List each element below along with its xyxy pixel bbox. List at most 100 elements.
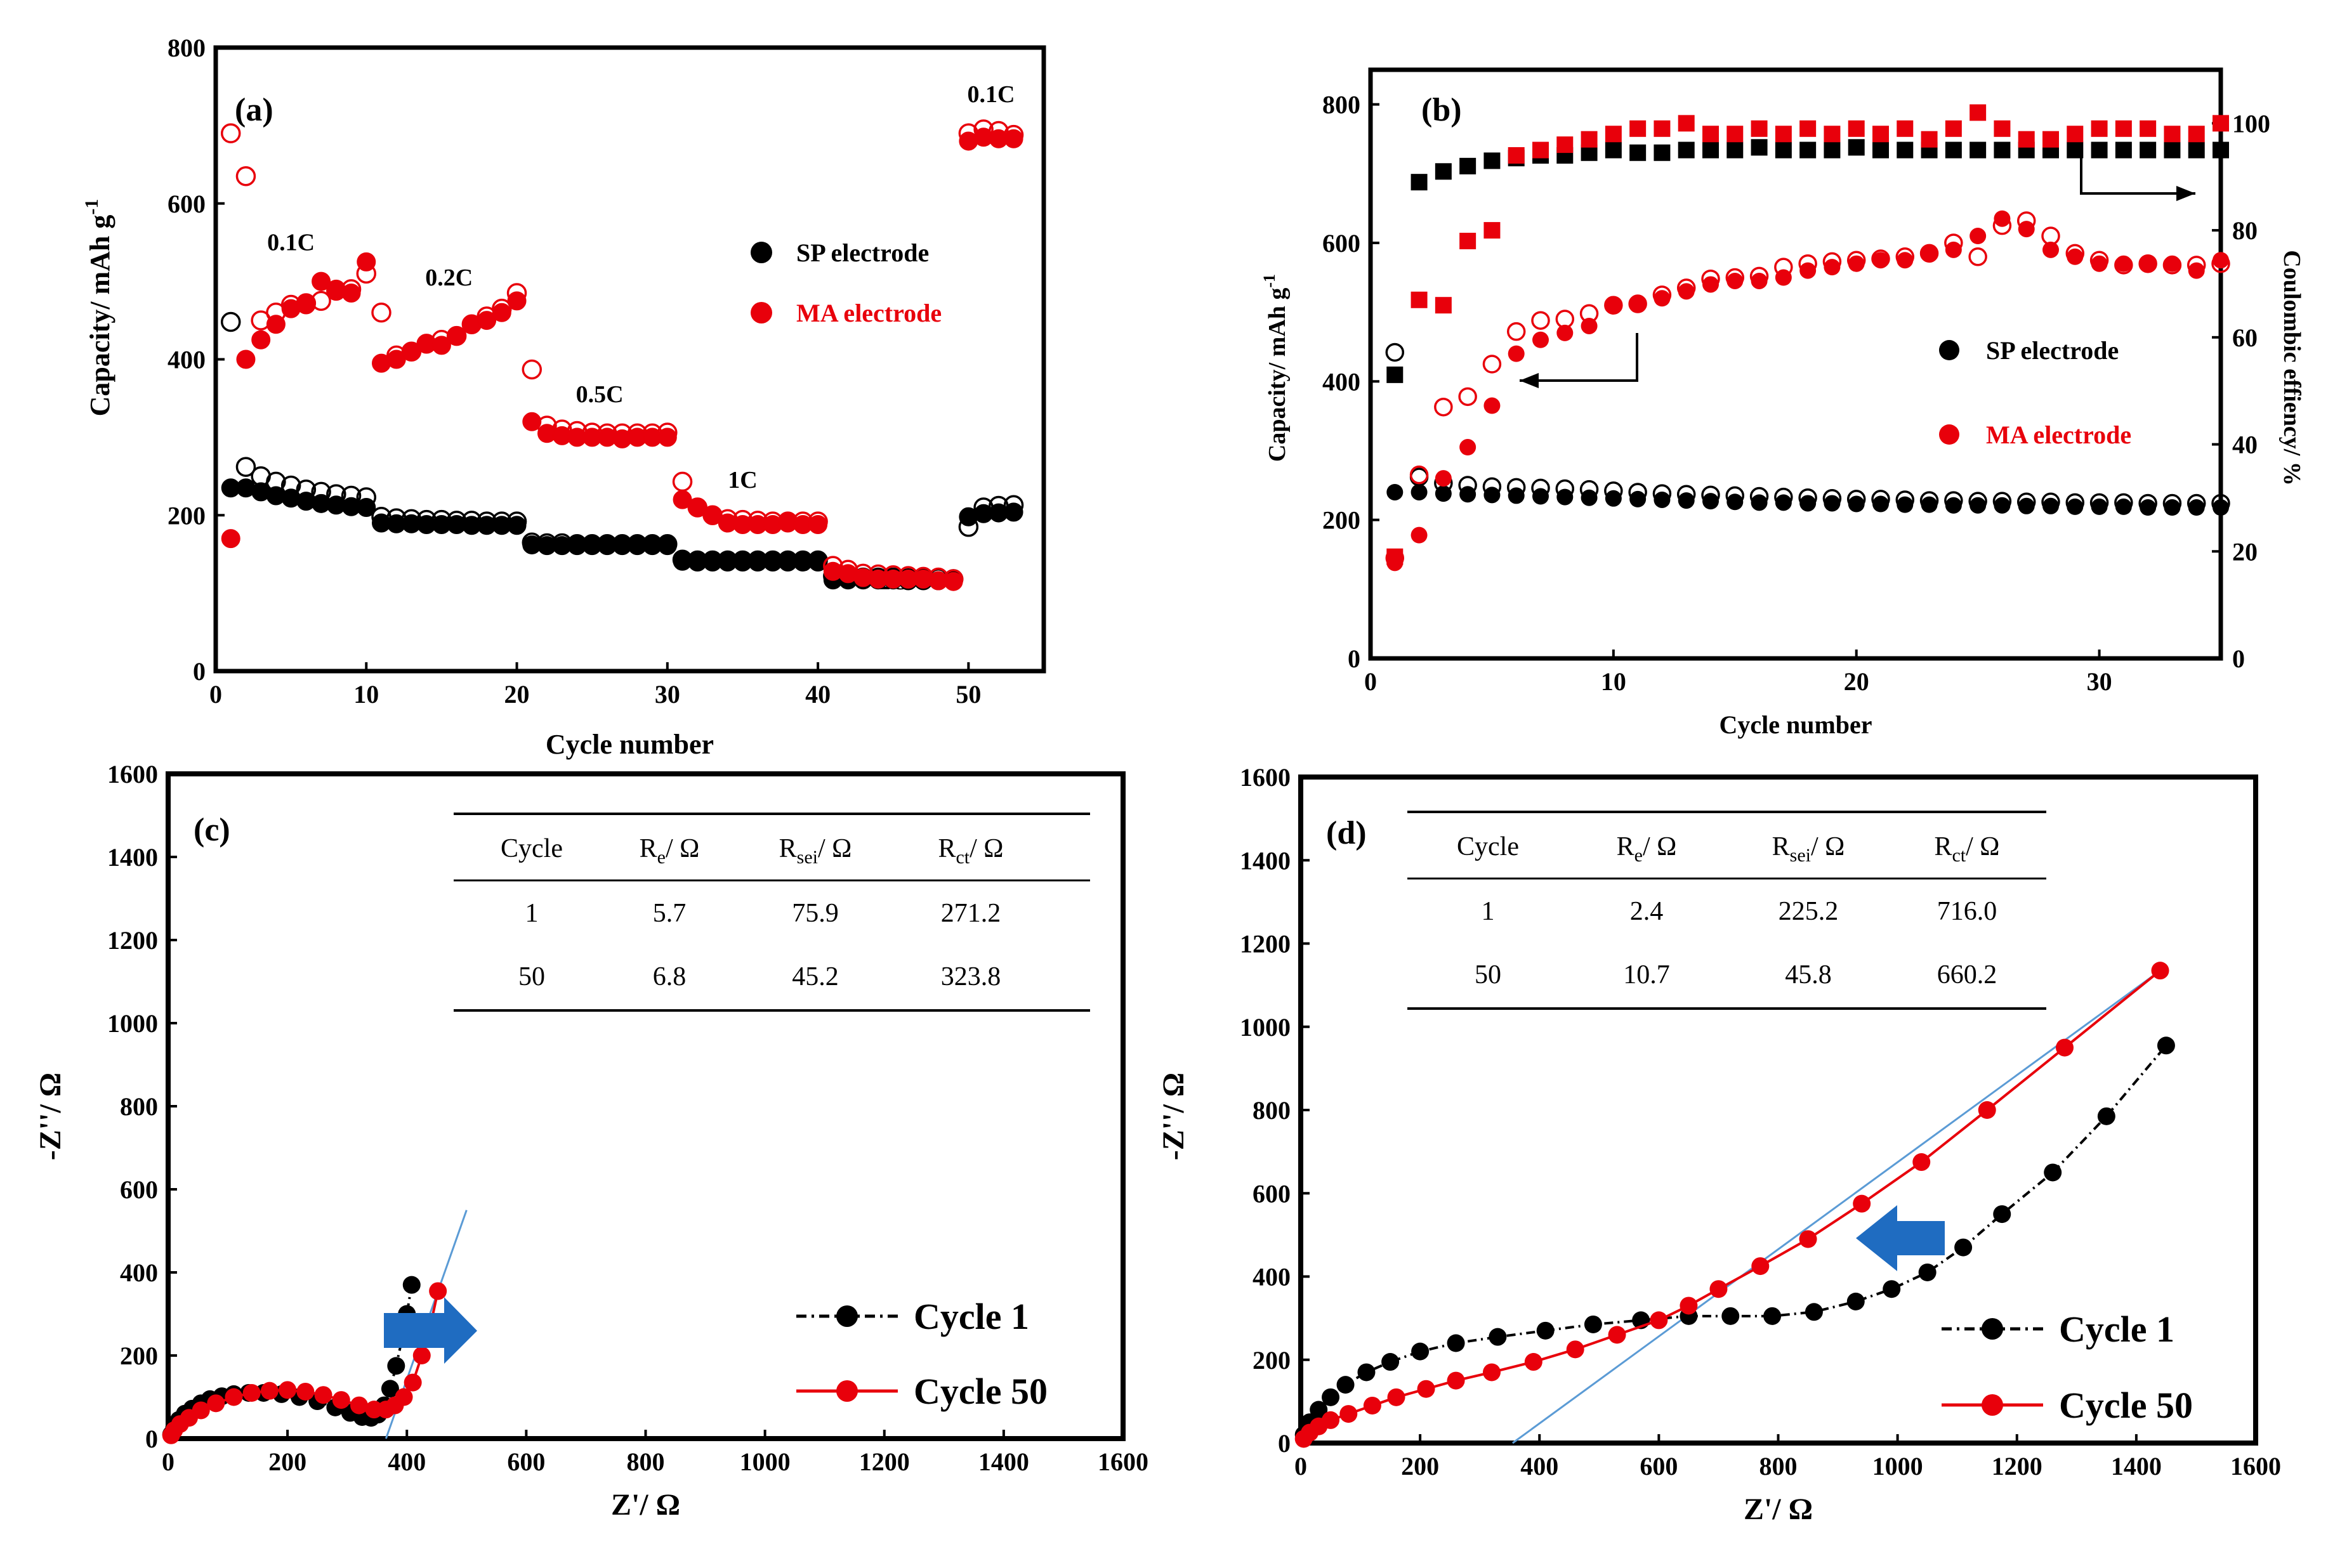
a-x-tick-label: 40	[805, 680, 831, 709]
d-data-point	[1721, 1307, 1740, 1325]
b-capacity-point	[1848, 255, 1865, 272]
d-series-line	[1303, 969, 2161, 1440]
d-y-tick-label: 1200	[1240, 930, 1291, 958]
d-data-point	[1912, 1153, 1931, 1172]
b-capacity-point	[1970, 228, 1987, 245]
b-y2-tick-label: 100	[2232, 109, 2270, 138]
a-rate-label: 0.5C	[576, 381, 624, 408]
c-data-point	[296, 1382, 315, 1401]
b-efficiency-point	[1994, 141, 2011, 159]
b-efficiency-point	[1872, 126, 1889, 143]
b-efficiency-point	[1435, 297, 1452, 314]
d-y-tick-label: 200	[1253, 1346, 1291, 1375]
b-x-tick-label: 20	[1844, 667, 1869, 696]
c-table-cell: 50	[518, 962, 545, 991]
a-rate-label: 0.1C	[967, 81, 1015, 108]
b-capacity-point	[2018, 221, 2035, 238]
b-capacity-point	[1921, 496, 1938, 513]
b-capacity-point	[2213, 252, 2229, 269]
d-data-point	[1536, 1321, 1555, 1340]
a-data-point	[357, 497, 376, 517]
d-data-point	[1799, 1230, 1817, 1248]
b-y-tick-label: 200	[1322, 506, 1360, 535]
b-efficiency-point	[1629, 144, 1647, 161]
panel-d: -Z''/ Ω 0 200 400 600 800 1000 1200 1400 1600020…	[1157, 763, 2281, 1526]
b-y2-tick-label: 20	[2232, 537, 2258, 566]
a-data-point	[371, 303, 391, 323]
d-data-point	[1336, 1376, 1355, 1394]
d-table-header-base: R	[1617, 832, 1634, 861]
d-x-tick-label: 1000	[1872, 1452, 1923, 1480]
d-table-header-base: R	[1772, 832, 1790, 861]
c-data-point	[404, 1373, 422, 1392]
b-x-tick-label: 30	[2087, 667, 2112, 696]
b-capacity-point	[1556, 324, 1574, 341]
a-data-point	[235, 457, 256, 477]
d-legend-marker	[1982, 1318, 2003, 1340]
a-data-point	[221, 529, 240, 549]
d-table-header-unit: / Ω	[1811, 832, 1845, 861]
a-data-point	[296, 295, 316, 315]
b-efficiency-point	[1775, 141, 1792, 159]
c-data-point	[412, 1347, 431, 1364]
d-table-cell: 10.7	[1623, 960, 1670, 990]
b-panel-label: (b)	[1421, 92, 1462, 128]
d-data-point	[1322, 1411, 1340, 1429]
b-efficiency-point	[1872, 141, 1889, 159]
b-efficiency-point	[1532, 141, 1549, 159]
d-x-tick-label: 400	[1520, 1452, 1558, 1480]
c-table-cell: 5.7	[653, 899, 687, 928]
b-capacity-point	[2042, 497, 2059, 514]
c-table-header-sub: ct	[956, 847, 970, 868]
d-legend-label: Cycle 50	[2059, 1385, 2193, 1426]
a-data-point	[236, 350, 256, 369]
c-plot-frame	[166, 771, 1126, 1441]
b-capacity-point	[1945, 241, 1962, 258]
c-table-header-sub: sei	[797, 847, 818, 868]
c-table-cell: 6.8	[653, 962, 687, 991]
c-table-header-sub: e	[657, 847, 666, 868]
a-data-point	[507, 291, 527, 311]
a-x-tick-label: 30	[655, 680, 680, 709]
b-capacity-point	[2164, 255, 2181, 272]
b-capacity-point	[1872, 495, 1889, 513]
c-data-point	[429, 1282, 447, 1300]
b-efficiency-point	[1921, 131, 1938, 148]
d-table-header-unit: / Ω	[1643, 832, 1676, 861]
b-efficiency-point	[1751, 120, 1768, 137]
d-y-tick-label: 600	[1253, 1179, 1291, 1208]
b-capacity-point	[1483, 397, 1501, 414]
b-capacity-point	[1605, 297, 1622, 314]
b-efficiency-point	[1435, 163, 1452, 180]
b-capacity-point	[1751, 272, 1768, 289]
b-efficiency-point	[1970, 141, 1987, 159]
b-capacity-point	[1799, 495, 1817, 512]
a-y-tick-label: 400	[168, 346, 206, 374]
b-efficiency-point	[1629, 120, 1647, 137]
b-capacity-point	[2188, 499, 2205, 516]
b-efficiency-point	[1702, 126, 1719, 143]
b-efficiency-point	[1945, 141, 1962, 159]
d-table-header-base: Cycle	[1457, 832, 1519, 861]
b-capacity-point	[2091, 498, 2108, 515]
d-table-cell: 716.0	[1937, 897, 1997, 926]
b-efficiency-point	[1411, 291, 1428, 308]
c-y-tick-label: 1400	[107, 843, 158, 872]
a-legend-marker-ma	[751, 302, 772, 323]
b-efficiency-point	[1824, 141, 1841, 159]
b-efficiency-point	[2140, 120, 2157, 137]
b-efficiency-point	[1459, 232, 1476, 249]
d-data-point	[1805, 1303, 1823, 1321]
b-capacity-point	[1556, 488, 1574, 506]
d-data-point	[1853, 1194, 1871, 1213]
c-y-tick-label: 0	[145, 1425, 158, 1453]
b-capacity-point	[2067, 498, 2084, 515]
d-data-point	[1978, 1101, 1996, 1119]
c-y-tick-label: 400	[120, 1258, 158, 1287]
b-capacity-point	[1581, 489, 1598, 506]
d-table-header-unit: / Ω	[1966, 832, 1999, 861]
a-y-tick-label: 200	[168, 501, 206, 530]
c-legend-marker	[836, 1305, 858, 1327]
a-x-tick-label: 10	[353, 680, 379, 709]
c-table-header-base: R	[779, 834, 797, 863]
